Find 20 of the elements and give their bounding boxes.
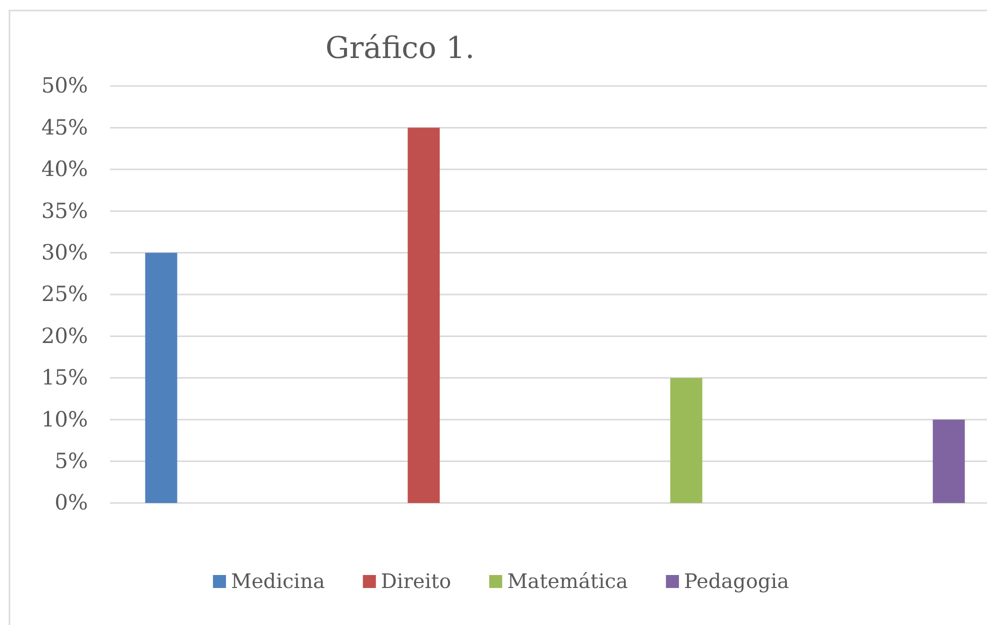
y-tick-label: 35% bbox=[41, 198, 88, 223]
y-tick-label: 50% bbox=[41, 74, 88, 98]
y-tick-label: 20% bbox=[41, 324, 88, 348]
legend-label: Direito bbox=[380, 569, 452, 593]
bar bbox=[670, 378, 702, 503]
legend-label: Pedagogia bbox=[684, 569, 790, 593]
y-tick-label: 30% bbox=[41, 240, 88, 265]
y-tick-label: 15% bbox=[41, 366, 88, 390]
y-tick-label: 45% bbox=[41, 115, 88, 140]
y-tick-label: 10% bbox=[41, 407, 88, 432]
y-tick-label: 25% bbox=[41, 282, 88, 306]
bar bbox=[408, 128, 440, 503]
bar bbox=[145, 252, 178, 503]
legend-label: Medicina bbox=[230, 569, 325, 593]
y-tick-label: 40% bbox=[41, 157, 88, 182]
bar bbox=[932, 420, 965, 503]
y-tick-label: 0% bbox=[54, 490, 88, 515]
legend-label: Matemática bbox=[507, 569, 628, 593]
y-tick-label: 5% bbox=[54, 449, 88, 474]
chart-title: Gráfico 1. bbox=[325, 31, 475, 66]
